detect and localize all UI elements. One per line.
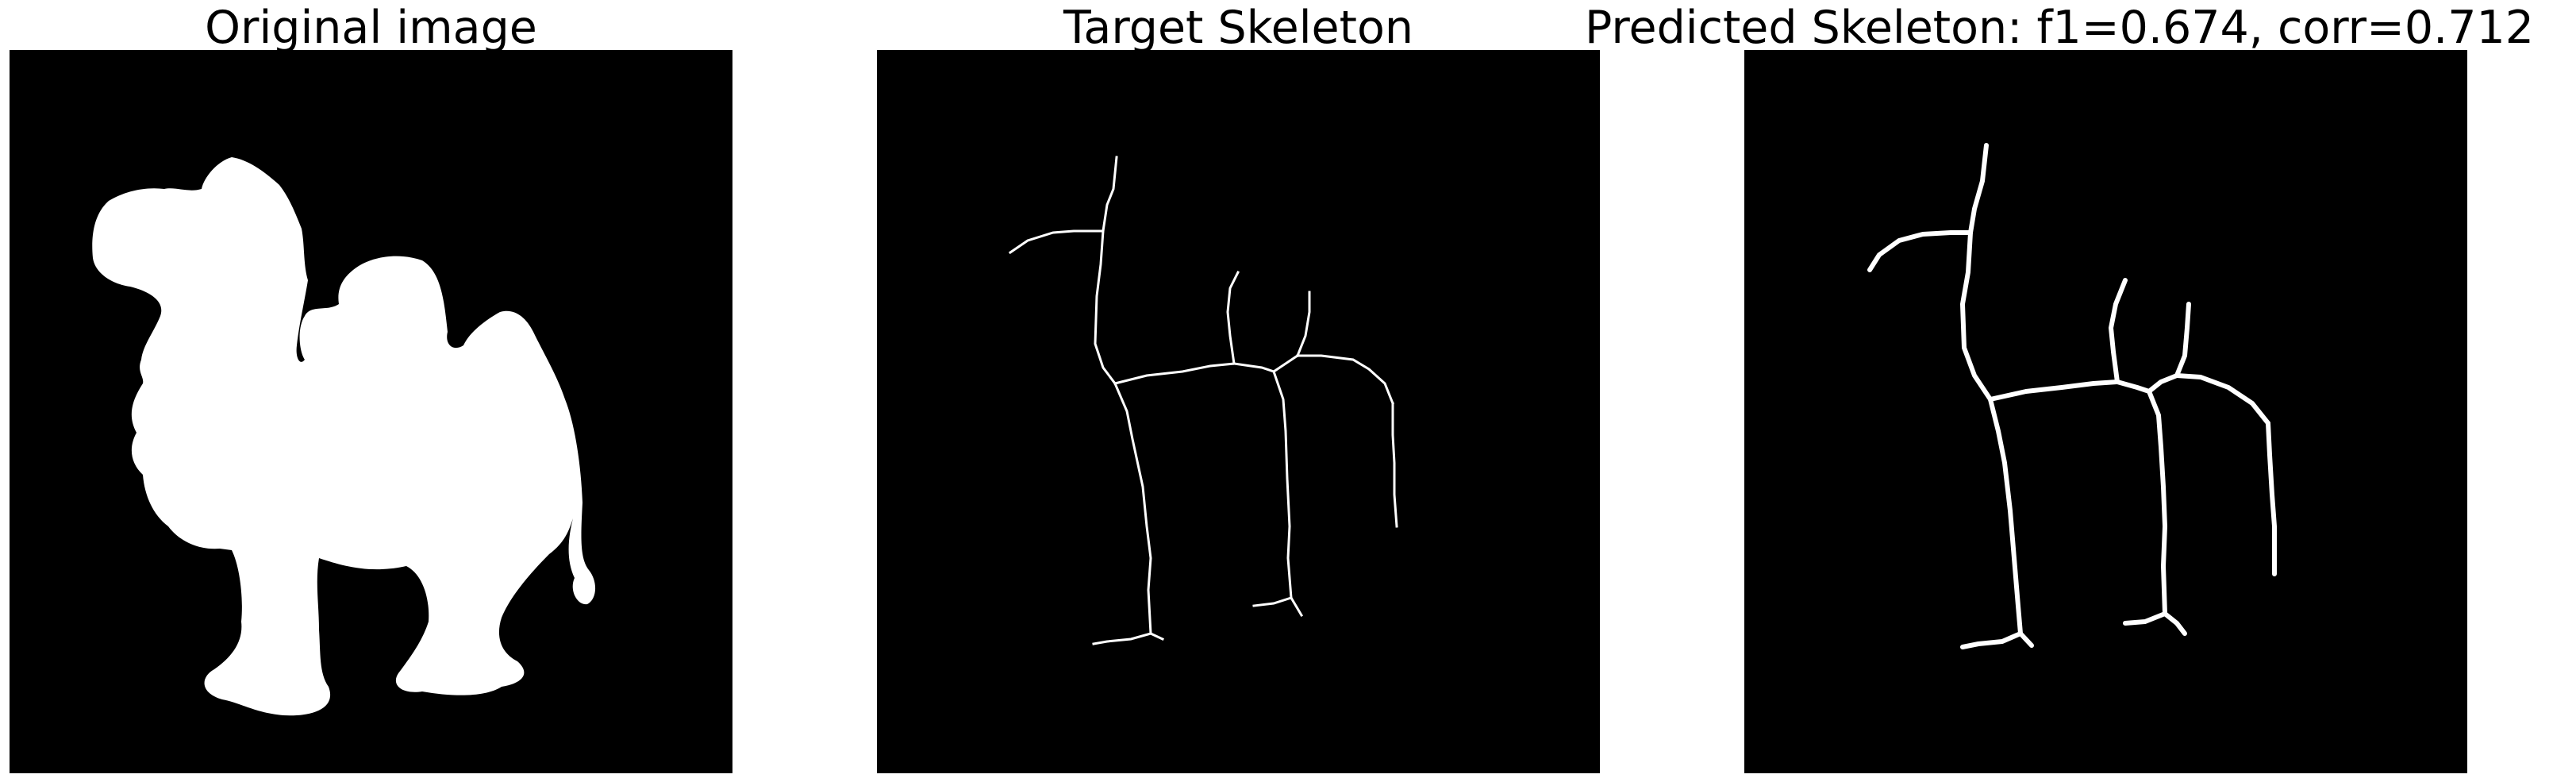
target-skeleton-image: [877, 50, 1600, 773]
camel-silhouette: [92, 157, 596, 716]
target-skeleton-title: Target Skeleton: [1063, 2, 1413, 54]
predicted-skeleton-image: [1744, 50, 2467, 773]
original-image: [10, 50, 732, 773]
predicted-skeleton-title: Predicted Skeleton: f1=0.674, corr=0.712: [1584, 2, 2535, 54]
predicted-skeleton-lines: [1867, 143, 2277, 649]
target-skeleton-lines: [1008, 156, 1398, 645]
original-image-title: Original image: [205, 2, 537, 54]
